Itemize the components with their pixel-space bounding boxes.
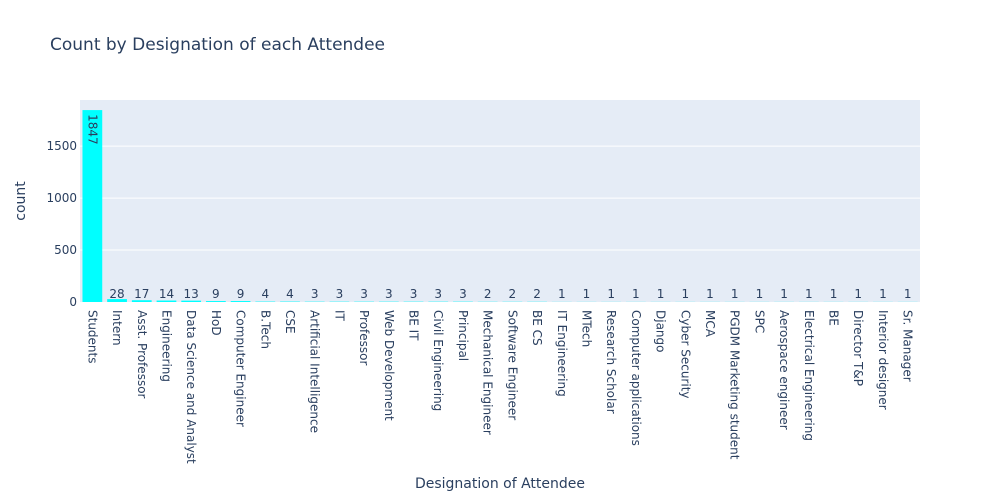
data-label: 3 [434, 287, 442, 301]
x-tick-label: PGDM Marketing student [728, 310, 742, 460]
x-tick-label: CSE [283, 310, 297, 334]
x-tick-label: B.Tech [258, 310, 272, 349]
x-tick-label: BE [827, 310, 841, 326]
y-axis-ticks: 0 500 1000 1500 [46, 139, 77, 309]
data-labels: 1847 28 17 14 13 9 9 4 4 3 3 3 3 3 3 3 2 2 2 1 1 1 1 1 1 1 1 1 1 1 1 1 1… [85, 114, 911, 301]
data-label: 1 [657, 287, 665, 301]
data-label: 17 [134, 287, 149, 301]
x-tick-label: Students [85, 310, 99, 364]
bar[interactable] [181, 300, 202, 302]
y-tick-label: 0 [69, 295, 77, 309]
data-label: 4 [261, 287, 269, 301]
data-label: 1 [854, 287, 862, 301]
data-label: 1 [583, 287, 591, 301]
data-label: 2 [509, 287, 517, 301]
x-tick-label: Computer applications [629, 310, 643, 446]
chart-title: Count by Designation of each Attendee [50, 35, 385, 55]
data-label: 9 [212, 287, 220, 301]
data-label: 3 [336, 287, 344, 301]
x-tick-label: SPC [752, 310, 766, 333]
data-label: 1 [607, 287, 615, 301]
x-tick-label: HoD [209, 310, 223, 336]
data-label: 1 [756, 287, 764, 301]
bars [82, 110, 918, 302]
y-tick-label: 500 [54, 243, 77, 257]
data-label: 1 [830, 287, 838, 301]
bar[interactable] [230, 301, 251, 302]
data-label: 1 [632, 287, 640, 301]
y-tick-label: 1000 [46, 191, 77, 205]
bar[interactable] [206, 301, 226, 302]
data-label: 3 [385, 287, 393, 301]
data-label: 28 [109, 287, 124, 301]
x-tick-label: MCA [703, 310, 717, 338]
data-label: 2 [484, 287, 492, 301]
gridlines [80, 145, 920, 251]
data-label: 14 [159, 287, 174, 301]
x-tick-label: Engineering [159, 310, 173, 382]
bar[interactable] [156, 300, 177, 302]
data-label: 3 [410, 287, 418, 301]
x-tick-label: MTech [579, 310, 593, 347]
bar[interactable] [107, 299, 127, 302]
x-tick-label: BE CS [530, 310, 544, 346]
x-tick-label: Sr. Manager [901, 310, 915, 382]
data-label: 1 [904, 287, 912, 301]
data-label: 1 [706, 287, 714, 301]
x-tick-label: Cyber Security [678, 310, 692, 399]
data-label: 1 [558, 287, 566, 301]
x-tick-label: Research Scholar [604, 310, 618, 414]
x-tick-label: Principal [456, 310, 470, 361]
x-tick-label: Data Science and Analyst [184, 310, 198, 464]
x-tick-label: Civil Engineering [431, 310, 445, 411]
data-label: 1847 [85, 114, 99, 145]
y-tick-label: 1500 [46, 139, 77, 153]
x-tick-label: Intern [110, 310, 124, 346]
data-label: 4 [286, 287, 294, 301]
x-tick-label: Professor [357, 310, 371, 365]
data-label: 1 [731, 287, 739, 301]
data-label: 1 [780, 287, 788, 301]
x-tick-label: Aerospace engineer [777, 310, 791, 430]
x-tick-label: Software Engineer [505, 310, 519, 420]
x-tick-label: Computer Engineer [234, 310, 248, 427]
x-tick-label: Director T&P [851, 310, 865, 386]
data-label: 2 [533, 287, 541, 301]
x-tick-label: IT Engineering [555, 310, 569, 397]
x-tick-label: Interior designer [876, 310, 890, 410]
bar[interactable] [131, 300, 152, 302]
data-label: 1 [879, 287, 887, 301]
x-tick-label: Artificial Intelligence [308, 310, 322, 433]
data-label: 3 [360, 287, 368, 301]
bar[interactable] [82, 110, 103, 302]
x-tick-label: Electrical Engineering [802, 310, 816, 441]
y-axis-title: count [13, 181, 29, 221]
x-tick-label: Django [654, 310, 668, 353]
x-tick-label: BE IT [407, 310, 421, 341]
x-tick-label: Mechanical Engineer [481, 310, 495, 435]
x-tick-label: IT [332, 310, 346, 322]
x-tick-label: Asst. Professor [135, 310, 149, 399]
data-label: 13 [184, 287, 199, 301]
data-label: 1 [681, 287, 689, 301]
x-tick-label: Web Development [382, 310, 396, 421]
plot-area [80, 100, 920, 302]
data-label: 9 [237, 287, 245, 301]
x-axis-title: Designation of Attendee [415, 476, 585, 492]
x-axis-ticks: Students Intern Asst. Professor Engineering… [85, 310, 914, 464]
data-label: 3 [311, 287, 319, 301]
data-label: 1 [805, 287, 813, 301]
data-label: 3 [459, 287, 467, 301]
